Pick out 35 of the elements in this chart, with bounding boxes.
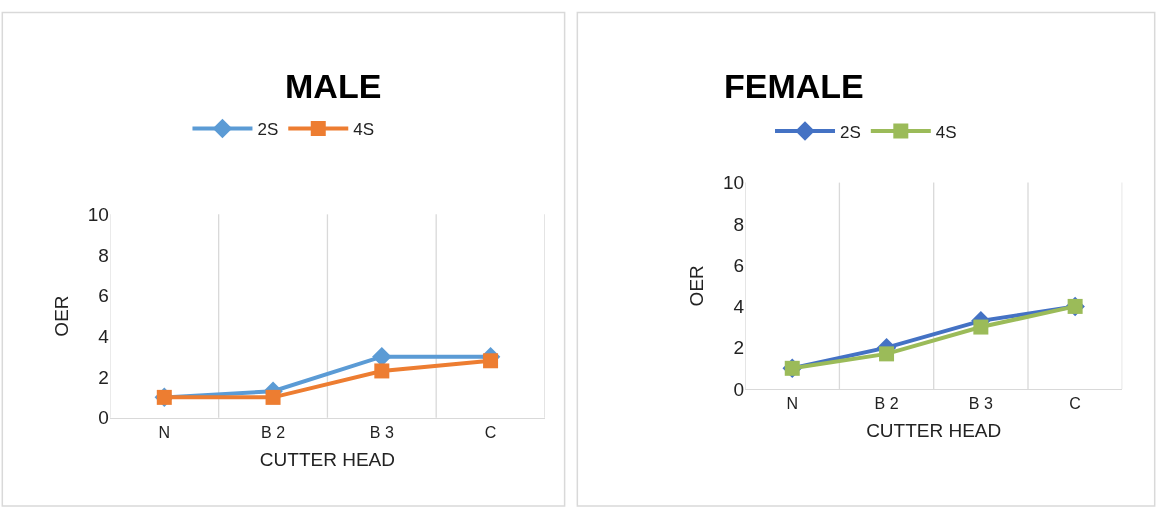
legend-label: 2S (257, 120, 279, 140)
x-tick-label: C (484, 423, 497, 441)
x-tick-label: B 2 (261, 423, 286, 441)
x-axis-title: CUTTER HEAD (259, 448, 395, 470)
y-tick-label: 10 (87, 204, 109, 225)
x-tick-label: N (786, 395, 799, 413)
y-tick-label: 6 (98, 285, 109, 307)
chart-title: FEMALE (724, 67, 864, 105)
point (879, 346, 895, 362)
x-tick-label: C (1069, 395, 1081, 413)
point (483, 353, 499, 369)
point (973, 319, 989, 335)
x-axis-title: CUTTER HEAD (866, 419, 1002, 441)
point (265, 389, 281, 405)
y-axis-title: OER (50, 295, 72, 337)
y-axis-title: OER (685, 265, 707, 307)
x-tick-label: B 3 (369, 423, 394, 441)
x-tick-label: N (158, 423, 171, 441)
x-tick-label: B 2 (874, 395, 899, 413)
legend-label: 4S (935, 122, 957, 142)
y-tick-label: 2 (98, 366, 109, 388)
legend-label: 2S (840, 122, 861, 142)
y-tick-label: 8 (98, 244, 109, 266)
chart-title: MALE (285, 67, 382, 105)
y-tick-label: 0 (733, 378, 745, 400)
y-tick-label: 0 (98, 407, 109, 429)
y-tick-label: 6 (733, 254, 745, 276)
legend-label: 4S (353, 120, 375, 140)
x-tick-label: B 3 (968, 395, 993, 413)
y-tick-label: 4 (98, 326, 110, 348)
y-tick-label: 8 (733, 213, 745, 235)
y-tick-label: 4 (733, 296, 745, 318)
point (374, 363, 390, 379)
y-tick-label: 2 (733, 337, 745, 359)
y-tick-label: 10 (722, 172, 745, 194)
